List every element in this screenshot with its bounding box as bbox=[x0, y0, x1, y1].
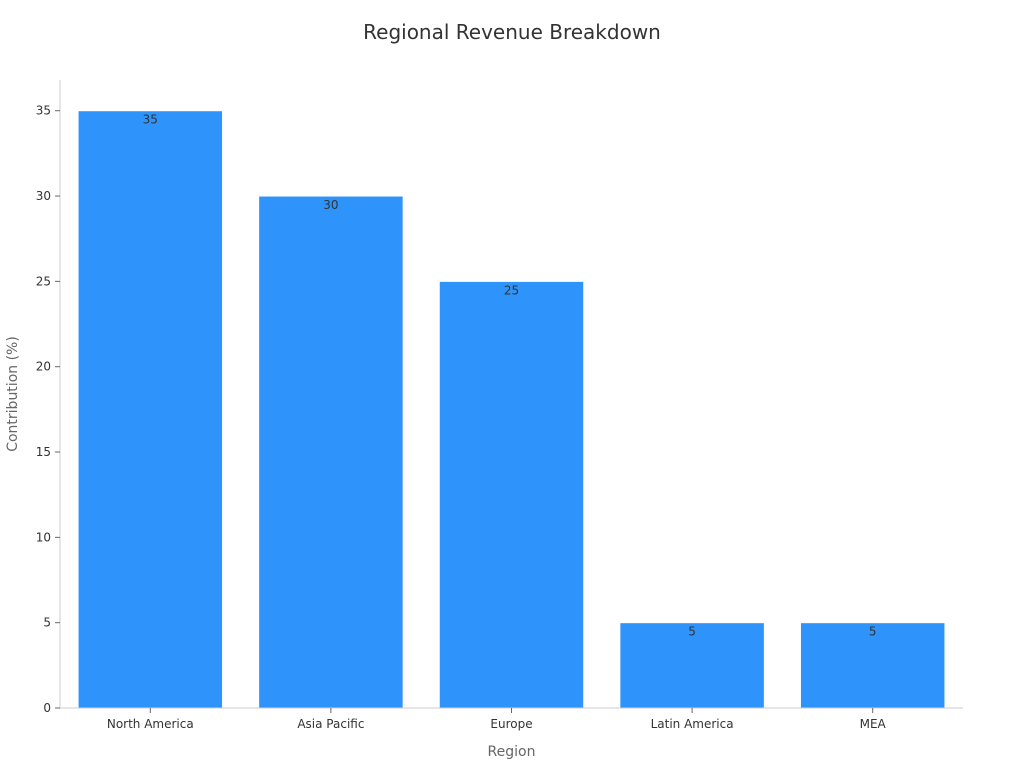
bar-value-label: 35 bbox=[143, 113, 158, 127]
bar-latin-america bbox=[619, 622, 765, 709]
x-tick-label: Europe bbox=[490, 717, 532, 731]
y-axis: 0 5 10 15 20 25 30 35 bbox=[36, 80, 61, 715]
chart-title: Regional Revenue Breakdown bbox=[363, 20, 661, 44]
y-tick-label: 15 bbox=[36, 445, 51, 459]
bar-value-label: 25 bbox=[504, 283, 519, 297]
bar-europe bbox=[438, 280, 585, 709]
bar-mea bbox=[799, 622, 946, 709]
x-axis: North America Asia Pacific Europe Latin Ame… bbox=[60, 707, 963, 731]
y-axis-title: Contribution (%) bbox=[5, 336, 21, 452]
bar-asia-pacific bbox=[258, 195, 404, 709]
x-tick-label: North America bbox=[107, 717, 194, 731]
x-tick-label: Asia Pacific bbox=[297, 717, 364, 731]
bar-value-label: 5 bbox=[869, 625, 877, 639]
bar-value-label: 30 bbox=[323, 198, 338, 212]
y-tick-label: 20 bbox=[36, 360, 51, 374]
bar-value-label: 5 bbox=[688, 625, 696, 639]
y-tick-label: 35 bbox=[36, 104, 51, 118]
y-tick-label: 10 bbox=[36, 530, 51, 544]
y-tick-label: 0 bbox=[43, 701, 51, 715]
bar-north-america bbox=[77, 110, 224, 709]
x-axis-title: Region bbox=[488, 744, 536, 760]
y-tick-label: 5 bbox=[43, 616, 51, 630]
x-tick-label: Latin America bbox=[651, 717, 734, 731]
y-tick-label: 25 bbox=[36, 274, 51, 288]
y-tick-label: 30 bbox=[36, 189, 51, 203]
x-tick-label: MEA bbox=[860, 717, 887, 731]
bars-group: 35 30 25 5 5 bbox=[77, 110, 946, 709]
